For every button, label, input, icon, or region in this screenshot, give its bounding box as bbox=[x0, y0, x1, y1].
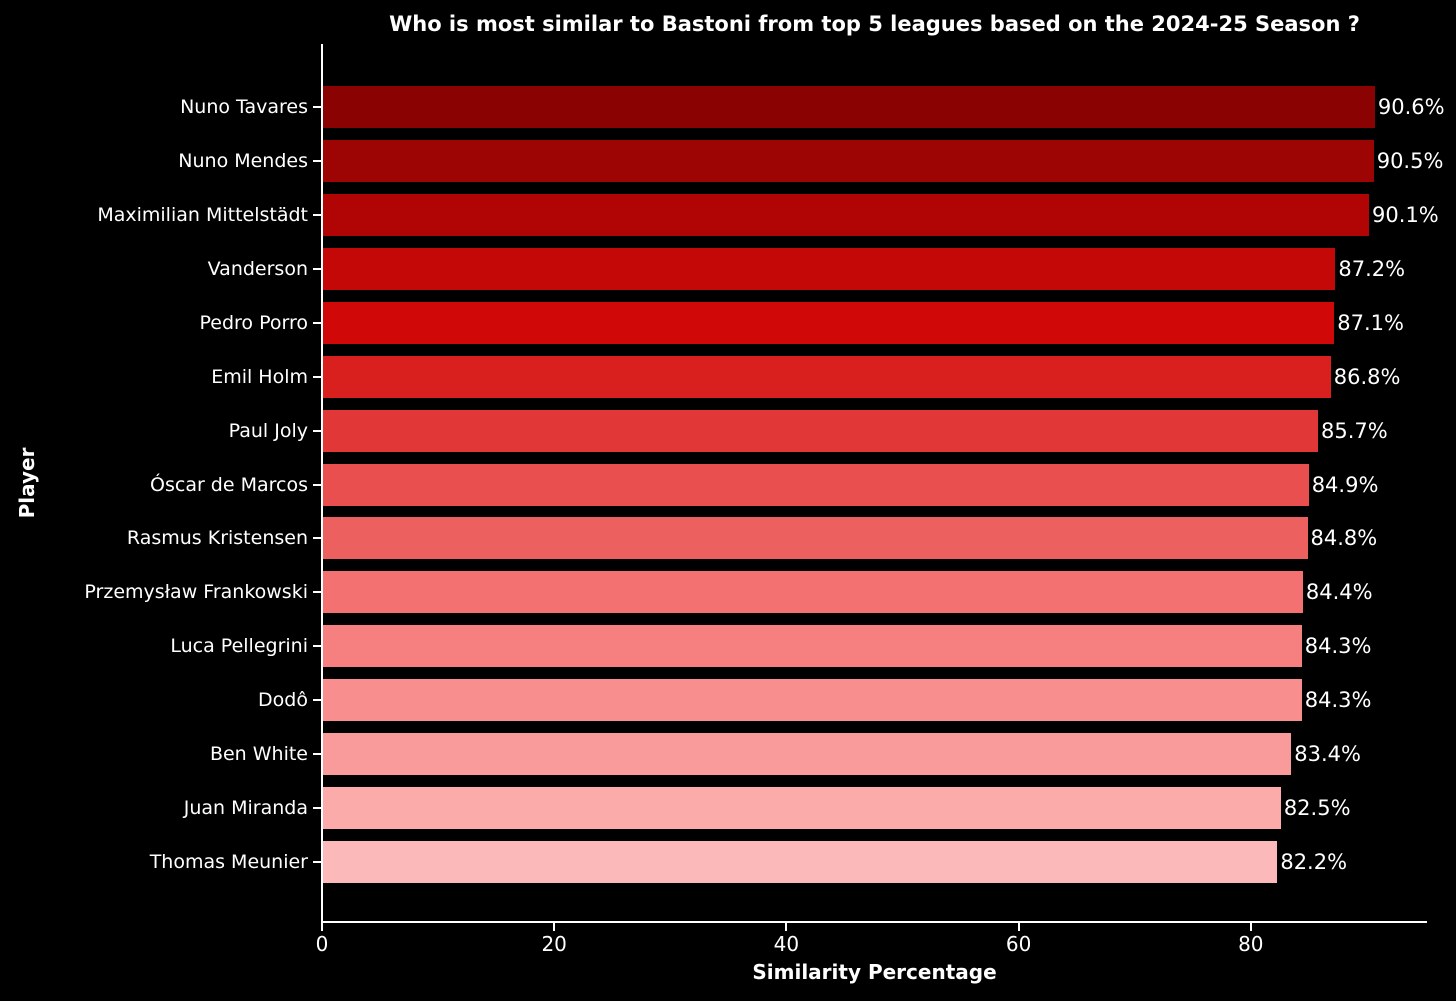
bar-thomas-meunier bbox=[323, 841, 1278, 884]
bar-value-label: 82.2% bbox=[1280, 850, 1348, 875]
bar-pedro-porro bbox=[323, 301, 1335, 344]
bar-value-label: 90.6% bbox=[1377, 95, 1445, 119]
bar-value-label: 86.8% bbox=[1333, 364, 1401, 389]
bar-value-label: 83.4% bbox=[1294, 742, 1361, 767]
bar-nuno-tavares bbox=[323, 86, 1375, 128]
bar-value-label: 90.1% bbox=[1372, 202, 1439, 227]
x-tick-mark bbox=[553, 923, 556, 931]
bar--scar-de-marcos bbox=[323, 463, 1309, 506]
y-tick-label: Vanderson bbox=[207, 257, 308, 280]
y-tick-label: Óscar de Marcos bbox=[150, 473, 308, 496]
y-tick-mark bbox=[313, 159, 321, 162]
y-tick-mark bbox=[313, 213, 321, 216]
bar-value-label: 84.3% bbox=[1304, 634, 1372, 659]
bar-vanderson bbox=[323, 247, 1336, 290]
y-tick-mark bbox=[313, 861, 321, 864]
y-tick-mark bbox=[313, 753, 321, 756]
y-tick-label: Paul Joly bbox=[228, 419, 308, 442]
y-tick-mark bbox=[313, 106, 321, 108]
bar-rasmus-kristensen bbox=[323, 517, 1308, 560]
y-axis-spine bbox=[321, 44, 323, 923]
bar-value-label: 82.5% bbox=[1283, 796, 1351, 821]
bar-value-label: 84.8% bbox=[1310, 526, 1378, 551]
y-tick-mark bbox=[313, 807, 321, 810]
bar-ben-white bbox=[323, 733, 1292, 776]
x-tick-mark bbox=[1249, 923, 1252, 931]
y-tick-mark bbox=[313, 537, 321, 540]
y-tick-label: Nuno Tavares bbox=[180, 96, 308, 118]
bar-paul-joly bbox=[323, 409, 1318, 452]
y-tick-label: Juan Miranda bbox=[183, 797, 308, 820]
x-tick-label: 60 bbox=[1005, 932, 1032, 956]
bar-juan-miranda bbox=[323, 787, 1281, 830]
bar-value-label: 84.4% bbox=[1305, 580, 1373, 605]
bar-nuno-mendes bbox=[323, 139, 1374, 182]
bar-value-label: 85.7% bbox=[1320, 418, 1388, 443]
x-tick-label: 40 bbox=[773, 932, 800, 956]
bar-value-label: 84.9% bbox=[1311, 472, 1379, 497]
bar-maximilian-mittelst-dt bbox=[323, 193, 1370, 236]
bar-value-label: 90.5% bbox=[1376, 148, 1444, 173]
y-tick-label: Rasmus Kristensen bbox=[126, 527, 308, 550]
y-tick-mark bbox=[313, 429, 321, 432]
x-tick-mark bbox=[321, 923, 323, 931]
y-tick-mark bbox=[313, 483, 321, 486]
y-tick-mark bbox=[313, 267, 321, 270]
x-tick-mark bbox=[1017, 923, 1020, 931]
bar-przemys-aw-frankowski bbox=[323, 571, 1303, 614]
y-tick-mark bbox=[313, 321, 321, 324]
chart-title: Who is most similar to Bastoni from top … bbox=[389, 12, 1360, 36]
x-axis-spine bbox=[321, 921, 1427, 923]
x-tick-mark bbox=[785, 923, 788, 931]
y-tick-mark bbox=[313, 375, 321, 378]
y-tick-mark bbox=[313, 645, 321, 648]
bar-luca-pellegrini bbox=[323, 625, 1302, 668]
x-tick-label: 80 bbox=[1238, 932, 1264, 956]
y-tick-label: Nuno Mendes bbox=[178, 149, 308, 172]
bar-value-label: 84.3% bbox=[1304, 688, 1372, 713]
y-tick-label: Maximilian Mittelstädt bbox=[97, 203, 308, 226]
bar-dod- bbox=[323, 679, 1302, 722]
y-tick-label: Przemysław Frankowski bbox=[84, 581, 308, 604]
x-tick-label: 0 bbox=[315, 932, 329, 956]
y-tick-mark bbox=[313, 591, 321, 594]
y-tick-label: Dodô bbox=[258, 689, 308, 712]
x-axis-label: Similarity Percentage bbox=[752, 960, 997, 984]
y-tick-label: Luca Pellegrini bbox=[170, 635, 308, 658]
bar-value-label: 87.2% bbox=[1338, 256, 1406, 281]
x-tick-label: 20 bbox=[541, 932, 567, 956]
y-tick-label: Ben White bbox=[209, 743, 308, 766]
y-tick-label: Pedro Porro bbox=[199, 311, 309, 334]
y-tick-label: Thomas Meunier bbox=[149, 851, 308, 874]
y-tick-label: Emil Holm bbox=[211, 365, 308, 388]
bar-emil-holm bbox=[323, 355, 1331, 398]
bar-value-label: 87.1% bbox=[1337, 310, 1404, 335]
y-tick-mark bbox=[313, 699, 321, 702]
